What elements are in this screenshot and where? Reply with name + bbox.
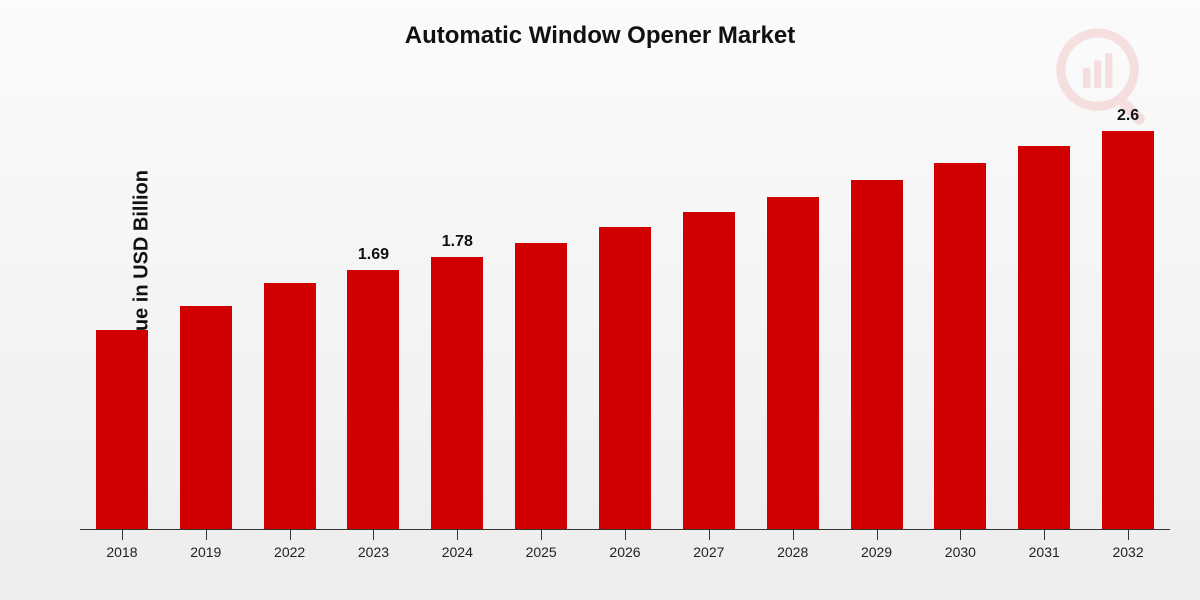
x-tick-label: 2018	[106, 544, 137, 560]
x-tick-label: 2025	[526, 544, 557, 560]
x-tick-label: 2030	[945, 544, 976, 560]
x-tick	[793, 530, 794, 540]
bar	[515, 243, 567, 530]
x-tick	[1128, 530, 1129, 540]
x-tick-label: 2027	[693, 544, 724, 560]
bar	[264, 283, 316, 530]
bar	[683, 212, 735, 530]
bar	[347, 270, 399, 530]
x-tick-label: 2029	[861, 544, 892, 560]
x-tick	[122, 530, 123, 540]
bar	[934, 163, 986, 530]
x-tick	[206, 530, 207, 540]
chart-title: Automatic Window Opener Market	[0, 22, 1200, 50]
x-tick	[541, 530, 542, 540]
x-tick	[625, 530, 626, 540]
bar	[1018, 146, 1070, 530]
bar-value-label: 2.6	[1102, 107, 1154, 125]
x-tick-label: 2022	[274, 544, 305, 560]
x-tick	[1044, 530, 1045, 540]
x-tick	[960, 530, 961, 540]
bar-series: 1.69 1.78 2.6	[80, 100, 1170, 530]
x-tick	[457, 530, 458, 540]
x-tick-label: 2024	[442, 544, 473, 560]
x-tick-label: 2028	[777, 544, 808, 560]
plot-area: 1.69 1.78 2.6	[80, 100, 1170, 530]
chart-canvas: Automatic Window Opener Market Market Va…	[0, 0, 1200, 600]
x-tick-label: 2031	[1029, 544, 1060, 560]
bar	[431, 257, 483, 530]
x-tick-label: 2023	[358, 544, 389, 560]
x-tick	[290, 530, 291, 540]
bar-value-label: 1.69	[347, 246, 399, 264]
x-axis: 2018 2019 2022 2023 2024 2025 2026 2027 2028 2029…	[80, 530, 1170, 580]
x-tick	[877, 530, 878, 540]
bar	[180, 306, 232, 530]
x-tick-label: 2026	[609, 544, 640, 560]
x-tick-label: 2032	[1112, 544, 1143, 560]
x-tick	[373, 530, 374, 540]
bar	[599, 227, 651, 530]
bar	[851, 180, 903, 530]
bar	[767, 197, 819, 530]
x-tick-label: 2019	[190, 544, 221, 560]
x-tick	[709, 530, 710, 540]
bar	[96, 330, 148, 530]
bar	[1102, 131, 1154, 530]
bar-value-label: 1.78	[431, 233, 483, 251]
